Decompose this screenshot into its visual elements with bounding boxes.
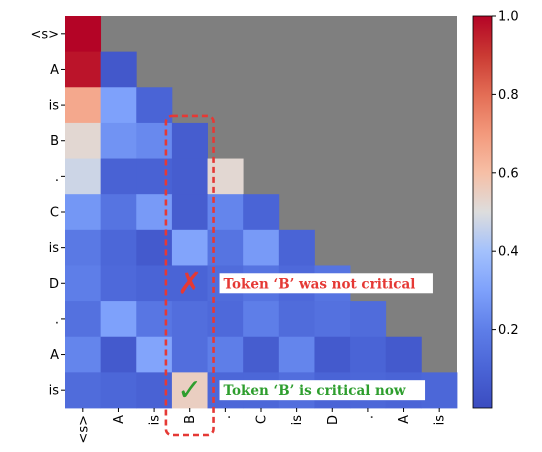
heatmap-cell <box>171 265 208 302</box>
x-tick-label: is <box>148 415 163 426</box>
annotation-label-background <box>219 380 426 401</box>
check-mark-icon: ✓ <box>177 373 202 408</box>
heatmap-cell <box>171 158 208 195</box>
heatmap-cell <box>100 265 137 302</box>
y-tick-label: is <box>49 99 60 114</box>
heatmap-cell <box>243 336 280 373</box>
heatmap-cell <box>421 372 458 409</box>
heatmap-cell <box>314 336 351 373</box>
heatmap-cell <box>65 372 102 409</box>
colorbar: 0.2 0.4 0.6 0.8 1.0 <box>472 10 519 409</box>
heatmap-cell <box>65 194 102 231</box>
heatmap-cell <box>243 194 280 231</box>
heatmap-cell <box>65 229 102 266</box>
x-tick-label: . <box>219 415 234 419</box>
heatmap-cell <box>171 372 208 409</box>
heatmap-cell <box>100 122 137 159</box>
colorbar-tick-label: 1.0 <box>498 10 519 25</box>
x-tick-label: . <box>361 415 376 419</box>
heatmap-cell <box>65 51 102 88</box>
y-tick-label: D <box>49 277 59 292</box>
colorbar-tick-label: 0.6 <box>498 166 519 181</box>
heatmap-cell <box>65 122 102 159</box>
heatmap-cell <box>100 194 137 231</box>
y-tick-label: A <box>50 348 59 363</box>
heatmap-cell <box>100 158 137 195</box>
colorbar-tick-label: 0.2 <box>498 323 519 338</box>
x-tick-label: B <box>183 415 198 424</box>
colorbar-tick-label: 0.8 <box>498 88 519 103</box>
x-tick-label: C <box>255 415 270 424</box>
heatmap-cell <box>100 301 137 338</box>
annotation-label: Token ‘B’ is critical now <box>224 383 406 399</box>
heatmap-cell <box>65 301 102 338</box>
heatmap-cell <box>136 87 173 124</box>
heatmap-cell <box>171 301 208 338</box>
y-tick-label: C <box>50 206 59 221</box>
y-tick-labels: <s> Ais B. Cis D. Ais <box>30 27 65 399</box>
heatmap-cell <box>100 51 137 88</box>
heatmap-cell <box>171 336 208 373</box>
x-tick-label: is <box>290 415 305 426</box>
annotation-layer: ✗ Token ‘B’ was not critical ✓ Token ‘B’ is… <box>164 114 433 437</box>
heatmap <box>65 16 458 409</box>
colorbar-frame <box>472 15 493 409</box>
heatmap-cell <box>171 122 208 159</box>
y-tick-label: . <box>55 170 59 185</box>
heatmap-cell <box>385 336 422 373</box>
heatmap-cell <box>278 301 315 338</box>
heatmap-cell <box>65 336 102 373</box>
heatmap-cell <box>100 372 137 409</box>
annotation-label-background <box>219 273 433 294</box>
y-tick-label: . <box>55 312 59 327</box>
y-tick-label: is <box>49 241 60 256</box>
x-tick-label: D <box>326 415 341 425</box>
colorbar-gradient <box>473 16 492 408</box>
y-tick-label: is <box>49 384 60 399</box>
heatmap-cell <box>100 87 137 124</box>
annotation-label: Token ‘B’ was not critical <box>224 276 416 292</box>
heatmap-cell <box>278 336 315 373</box>
x-tick-label: A <box>397 415 412 424</box>
heatmap-cell <box>65 265 102 302</box>
cross-mark-icon: ✗ <box>177 266 202 301</box>
heatmap-cell <box>243 301 280 338</box>
heatmap-cell <box>171 194 208 231</box>
heatmap-cell <box>65 87 102 124</box>
colorbar-tick-label: 0.4 <box>498 245 519 260</box>
heatmap-cell <box>243 229 280 266</box>
heatmap-cell <box>65 16 102 53</box>
heatmap-cell <box>314 301 351 338</box>
heatmap-cell <box>350 301 387 338</box>
y-tick-label: B <box>50 134 59 149</box>
heatmap-cell <box>278 229 315 266</box>
heatmap-cell <box>171 229 208 266</box>
heatmap-cell <box>65 158 102 195</box>
y-tick-label: A <box>50 63 59 78</box>
x-tick-label: <s> <box>76 415 91 444</box>
heatmap-cell <box>100 336 137 373</box>
x-tick-label: is <box>433 415 448 426</box>
x-tick-label: A <box>112 415 127 424</box>
heatmap-cell <box>350 336 387 373</box>
y-tick-label: <s> <box>30 27 59 42</box>
heatmap-cell <box>100 229 137 266</box>
